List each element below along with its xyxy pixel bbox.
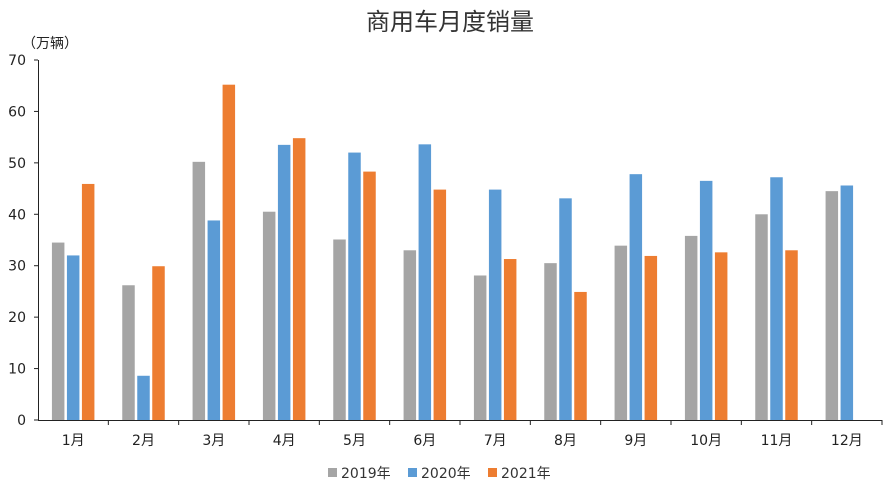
bar <box>192 161 206 420</box>
x-tick-label: 7月 <box>484 433 507 449</box>
bar <box>292 138 306 421</box>
bar <box>644 255 658 420</box>
bar <box>433 189 447 420</box>
bar <box>629 174 643 420</box>
bar <box>363 171 376 420</box>
bar <box>66 255 80 420</box>
bar <box>544 263 557 420</box>
legend-swatch <box>488 468 497 477</box>
x-tick-label: 4月 <box>273 433 296 449</box>
x-tick-label: 2月 <box>132 433 155 449</box>
bar <box>840 185 854 420</box>
legend-label: 2020年 <box>421 466 471 482</box>
bar <box>122 285 135 420</box>
bar <box>559 198 572 420</box>
bar <box>81 183 95 420</box>
bar <box>207 220 221 420</box>
y-tick-label: 50 <box>8 156 26 172</box>
y-axis-unit-label: （万辆） <box>22 36 78 52</box>
bar <box>770 177 783 420</box>
bar <box>684 235 698 420</box>
x-tick-label: 12月 <box>831 433 863 449</box>
legend-swatch <box>408 468 417 477</box>
x-tick-label: 1月 <box>62 433 85 449</box>
bar <box>403 250 417 420</box>
x-tick-label: 6月 <box>413 433 436 449</box>
bar <box>277 144 291 421</box>
x-tick-label: 9月 <box>624 433 647 449</box>
x-tick-label: 11月 <box>761 433 793 449</box>
y-tick-label: 0 <box>17 413 26 429</box>
legend: 2019年 2020年 2021年 <box>328 466 551 482</box>
legend-label: 2019年 <box>341 466 391 482</box>
bar <box>755 214 768 420</box>
bar <box>488 189 502 420</box>
bar <box>333 239 346 420</box>
bar <box>137 375 150 420</box>
bar <box>473 275 487 420</box>
y-tick-label: 60 <box>8 104 26 120</box>
y-tick-label: 30 <box>8 259 26 275</box>
y-tick-label: 70 <box>8 53 26 69</box>
bar <box>418 144 432 420</box>
y-axis-ticks: 0 10 20 30 40 50 60 70 <box>8 53 38 429</box>
y-tick-label: 40 <box>8 207 26 223</box>
bar <box>699 180 713 420</box>
x-tick-label: 3月 <box>202 433 225 449</box>
bar <box>222 84 236 420</box>
bar <box>825 191 839 420</box>
bar <box>785 250 798 420</box>
bar <box>503 259 517 420</box>
y-tick-label: 10 <box>8 362 26 378</box>
legend-label: 2021年 <box>501 466 551 482</box>
bar <box>262 211 276 420</box>
bar <box>714 252 728 420</box>
bar <box>152 266 165 420</box>
x-axis-ticks: 1月 2月 3月 4月 5月 6月 7月 8月 9月 10月 11月 12月 <box>62 420 883 449</box>
x-tick-label: 10月 <box>690 433 722 449</box>
chart-title: 商用车月度销量 <box>366 8 534 36</box>
y-tick-label: 20 <box>8 310 26 326</box>
x-tick-label: 5月 <box>343 433 366 449</box>
bar <box>51 242 65 420</box>
bar-series <box>51 84 854 421</box>
legend-swatch <box>328 468 337 477</box>
bar <box>348 152 361 420</box>
bar <box>614 245 628 420</box>
x-tick-label: 8月 <box>554 433 577 449</box>
bar <box>574 291 587 420</box>
